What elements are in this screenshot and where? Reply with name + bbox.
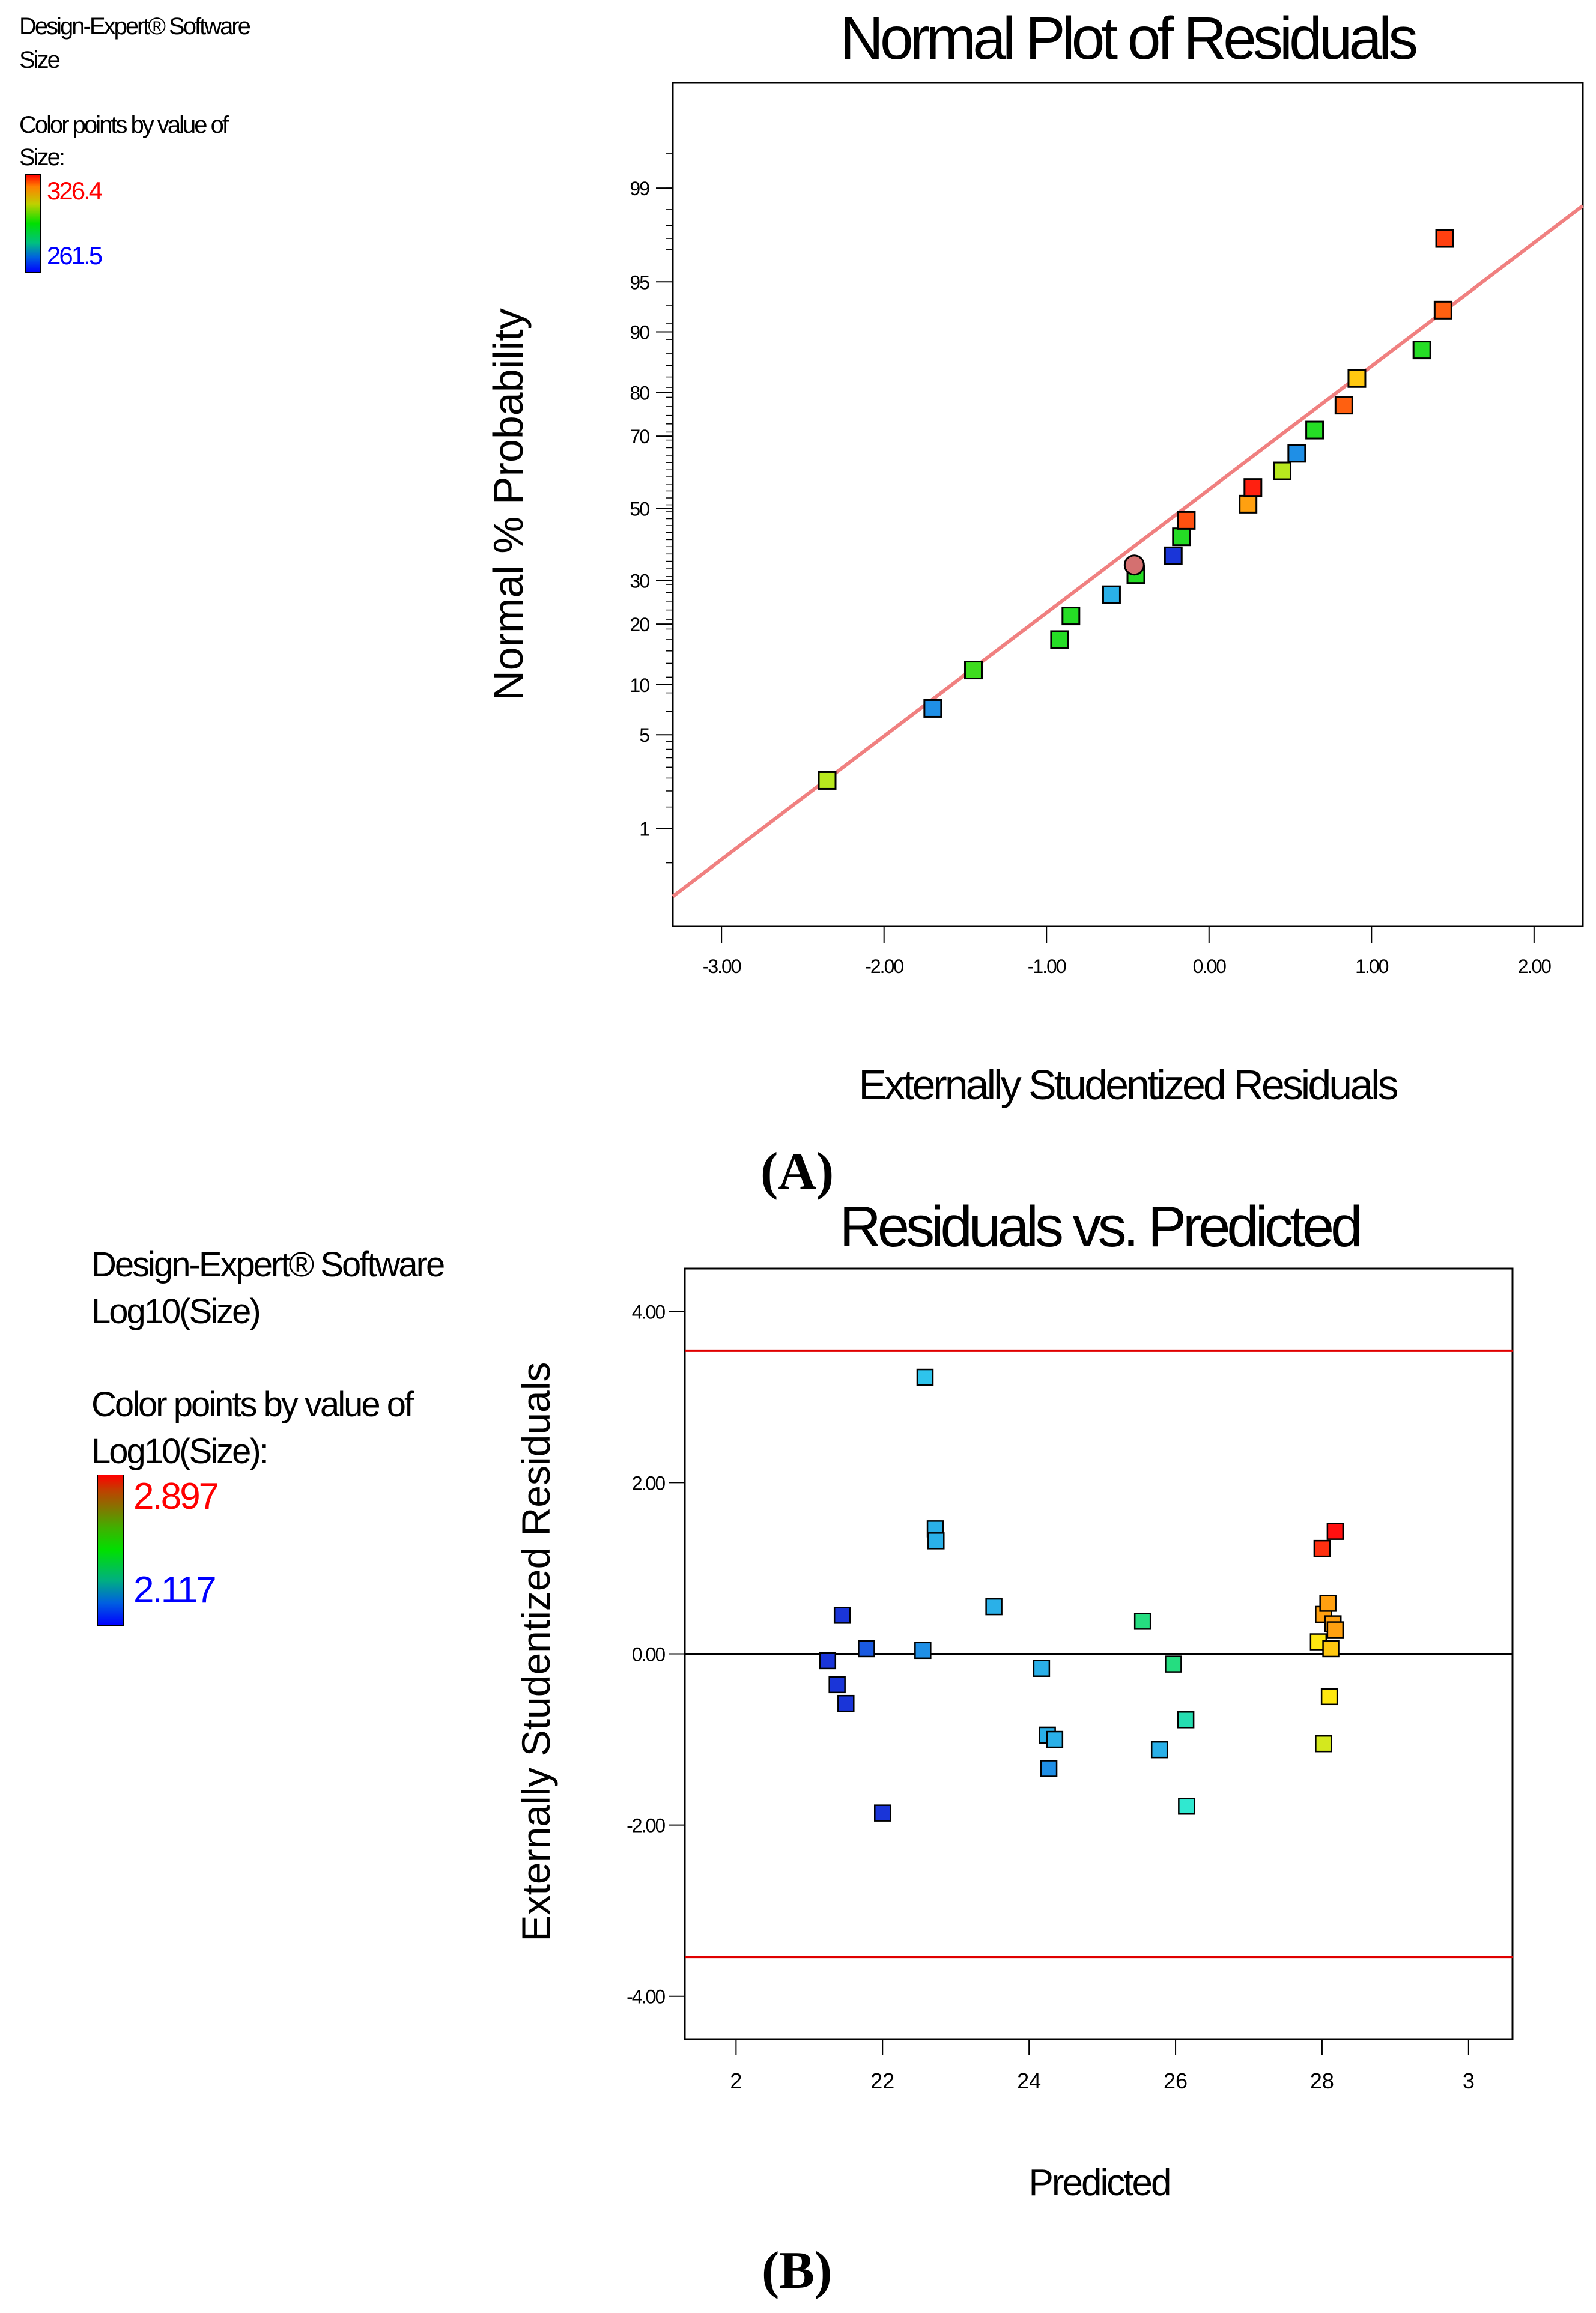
chart-a-xtick-label: -2.00	[865, 956, 903, 977]
chart-b-point	[927, 1532, 945, 1550]
chart-b-xtick-label: 28	[1310, 2069, 1334, 2093]
chart-b-point	[1165, 1655, 1182, 1673]
chart-a-title: Normal Plot of Residuals	[840, 5, 1416, 72]
chart-a-ytick-label: 10	[630, 674, 649, 696]
chart-b-xtick-label: 3	[1463, 2069, 1475, 2093]
chart-a-point	[818, 771, 837, 790]
chart-a-ytick-label: 95	[630, 271, 649, 293]
chart-a-point	[963, 661, 983, 680]
chart-a-ytick-label: 70	[630, 426, 649, 447]
chart-b-xtick-label: 26	[1164, 2069, 1188, 2093]
chart-a-xtick-label: -1.00	[1028, 956, 1066, 977]
chart-a-plot-frame	[672, 82, 1584, 927]
chart-b-xlabel: Predicted	[1029, 2162, 1170, 2204]
chart-a-point	[1305, 420, 1324, 440]
chart-b-point	[1315, 1735, 1332, 1753]
chart-b-point	[874, 1804, 891, 1822]
legend-a-low: 261.5	[47, 241, 103, 270]
chart-b-point	[819, 1652, 837, 1670]
legend-a-software: Design-Expert® Software	[19, 13, 251, 40]
chart-b-point	[1040, 1760, 1058, 1777]
chart-b-point	[916, 1368, 934, 1386]
legend-b-response: Log10(Size)	[91, 1292, 261, 1331]
chart-a-xtick-label: 0.00	[1193, 956, 1226, 977]
chart-a-xlabel: Externally Studentized Residuals	[858, 1061, 1397, 1108]
chart-b-point	[1322, 1640, 1340, 1658]
legend-b-caption-1: Color points by value of	[91, 1385, 414, 1424]
chart-a-point	[1177, 511, 1196, 530]
chart-b: Residuals vs. Predicted 4.00 2.00 0.00 -2.0…	[514, 1195, 1514, 2204]
chart-a-point	[923, 699, 942, 718]
chart-a-point	[1050, 630, 1069, 649]
legend-a-caption-2: Size:	[19, 144, 65, 171]
chart-a-ytick-label: 1	[639, 818, 649, 840]
chart-b-point	[985, 1598, 1003, 1616]
chart-b-point	[1326, 1523, 1344, 1540]
chart-a-ytick-label: 20	[630, 614, 649, 635]
chart-b-ytick-label: -4.00	[627, 1986, 665, 2008]
chart-b-point	[914, 1642, 932, 1660]
chart-b-point	[1178, 1797, 1195, 1815]
chart-b-point	[1046, 1730, 1064, 1748]
chart-a-xtick-label: -3.00	[703, 956, 741, 977]
chart-b-point	[837, 1694, 855, 1712]
chart-b-point	[1313, 1539, 1331, 1557]
chart-a-point	[1239, 494, 1258, 514]
chart-a-ylabel: Normal % Probability	[485, 308, 532, 701]
legend-b-high: 2.897	[133, 1476, 219, 1517]
chart-b-point	[833, 1607, 851, 1624]
panel-label-b: (B)	[762, 2242, 833, 2300]
chart-a-point	[1123, 554, 1145, 576]
chart-b-ytick-label: -2.00	[627, 1815, 665, 1837]
chart-a-point	[1102, 585, 1121, 604]
chart-b-point	[1150, 1741, 1168, 1759]
chart-b-point	[1133, 1613, 1151, 1630]
chart-a-point	[1243, 478, 1263, 497]
legend-a-high: 326.4	[47, 177, 103, 205]
chart-a-ytick-label: 99	[630, 178, 649, 199]
chart-a-point	[1347, 369, 1367, 388]
chart-b-point	[1326, 1621, 1344, 1639]
chart-b-ytick-label: 2.00	[632, 1472, 665, 1494]
legend-b-low: 2.117	[133, 1569, 217, 1611]
chart-b-ytick-label: 0.00	[632, 1644, 665, 1666]
legend-b-colorbar	[97, 1475, 124, 1626]
chart-a-point	[1334, 396, 1353, 415]
legend-a-caption-1: Color points by value of	[19, 112, 229, 138]
chart-a-point	[1172, 527, 1191, 547]
chart-b-xtick-label: 24	[1017, 2069, 1041, 2093]
chart-b-title: Residuals vs. Predicted	[839, 1195, 1359, 1259]
chart-b-point	[1319, 1595, 1337, 1612]
chart-a-ytick-label: 90	[630, 322, 649, 344]
chart-a-ytick-label: 5	[639, 724, 649, 746]
chart-b-point	[858, 1640, 875, 1658]
chart-b-ytick-label: 4.00	[632, 1301, 665, 1323]
chart-a-point	[1287, 444, 1306, 463]
chart-a-point	[1061, 607, 1081, 626]
panel-label-a: (A)	[760, 1142, 834, 1201]
chart-a-ytick-label: 50	[630, 498, 649, 520]
chart-b-xtick-label: 2	[730, 2069, 742, 2093]
chart-b-point	[1320, 1688, 1338, 1706]
chart-a-point	[1164, 546, 1183, 565]
chart-a-point	[1435, 229, 1454, 248]
legend-a-colorbar	[25, 174, 41, 273]
chart-a-ytick-label: 80	[630, 382, 649, 404]
chart-a-xtick-label: 2.00	[1518, 956, 1551, 977]
chart-b-point	[1033, 1660, 1051, 1677]
chart-a-ytick-label: 30	[630, 570, 649, 592]
chart-b-xtick-label: 22	[870, 2069, 894, 2093]
chart-b-point	[828, 1676, 846, 1694]
chart-a-point	[1412, 341, 1431, 360]
legend-a-response: Size	[19, 47, 61, 73]
chart-a-xtick-label: 1.00	[1355, 956, 1388, 977]
legend-b-software: Design-Expert® Software	[91, 1245, 445, 1284]
chart-a: Normal Plot of Residuals 1 5 10 20 30 50 70 80 9…	[485, 5, 1584, 1108]
chart-b-ylabel: Externally Studentized Residuals	[514, 1362, 558, 1942]
chart-a-point	[1273, 461, 1292, 480]
chart-b-point	[1177, 1711, 1195, 1729]
legend-b-caption-2: Log10(Size):	[91, 1432, 269, 1471]
chart-a-point	[1433, 300, 1452, 320]
